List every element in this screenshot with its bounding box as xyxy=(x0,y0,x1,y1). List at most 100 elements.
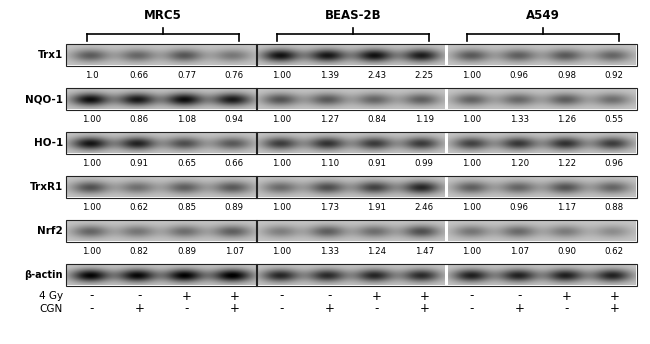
Bar xyxy=(256,132,637,154)
Text: 4 Gy: 4 Gy xyxy=(39,291,63,301)
Text: 1.00: 1.00 xyxy=(462,159,481,168)
Text: +: + xyxy=(324,302,334,315)
Text: 1.00: 1.00 xyxy=(462,115,481,123)
Text: 0.82: 0.82 xyxy=(130,247,149,256)
Text: CGN: CGN xyxy=(40,304,63,314)
Text: 1.08: 1.08 xyxy=(177,115,196,123)
Text: 0.77: 0.77 xyxy=(177,71,196,79)
Text: 2.46: 2.46 xyxy=(415,203,434,212)
Text: 1.00: 1.00 xyxy=(272,115,291,123)
Text: 0.85: 0.85 xyxy=(177,203,196,212)
Bar xyxy=(256,176,637,198)
Text: 1.00: 1.00 xyxy=(272,71,291,79)
Text: +: + xyxy=(135,302,144,315)
Text: 1.0: 1.0 xyxy=(85,71,99,79)
Text: 1.00: 1.00 xyxy=(462,247,481,256)
Text: 0.86: 0.86 xyxy=(130,115,149,123)
Text: NQO-1: NQO-1 xyxy=(25,94,63,104)
Text: 0.55: 0.55 xyxy=(604,115,624,123)
Text: -: - xyxy=(137,290,142,302)
Bar xyxy=(256,220,637,242)
Text: 1.07: 1.07 xyxy=(225,247,244,256)
Text: 1.22: 1.22 xyxy=(557,159,577,168)
Text: 1.10: 1.10 xyxy=(320,159,339,168)
Bar xyxy=(256,44,637,66)
Text: -: - xyxy=(469,302,474,315)
Text: 0.90: 0.90 xyxy=(557,247,577,256)
Text: -: - xyxy=(374,302,379,315)
Text: 2.43: 2.43 xyxy=(367,71,386,79)
Text: +: + xyxy=(372,290,382,302)
Text: 0.76: 0.76 xyxy=(225,71,244,79)
Text: 1.00: 1.00 xyxy=(82,159,101,168)
Text: BEAS-2B: BEAS-2B xyxy=(325,9,382,22)
Text: 1.73: 1.73 xyxy=(320,203,339,212)
Text: -: - xyxy=(90,302,94,315)
Text: 1.00: 1.00 xyxy=(272,203,291,212)
Text: MRC5: MRC5 xyxy=(144,9,182,22)
Bar xyxy=(256,88,637,110)
Text: Nrf2: Nrf2 xyxy=(37,226,63,236)
Text: +: + xyxy=(609,290,619,302)
Text: 0.62: 0.62 xyxy=(130,203,149,212)
Text: 0.91: 0.91 xyxy=(130,159,149,168)
Text: 0.84: 0.84 xyxy=(367,115,386,123)
Text: 1.20: 1.20 xyxy=(510,159,529,168)
Text: Trx1: Trx1 xyxy=(38,50,63,60)
Text: -: - xyxy=(327,290,332,302)
Text: β-actin: β-actin xyxy=(25,270,63,280)
Text: 1.00: 1.00 xyxy=(462,71,481,79)
Bar xyxy=(66,220,257,242)
Text: 1.00: 1.00 xyxy=(82,247,101,256)
Text: 1.47: 1.47 xyxy=(415,247,434,256)
Bar xyxy=(256,264,637,286)
Text: 0.66: 0.66 xyxy=(130,71,149,79)
Text: 0.96: 0.96 xyxy=(510,203,528,212)
Text: -: - xyxy=(565,302,569,315)
Text: 1.00: 1.00 xyxy=(272,159,291,168)
Bar xyxy=(66,264,257,286)
Text: 0.65: 0.65 xyxy=(177,159,196,168)
Text: 1.17: 1.17 xyxy=(557,203,577,212)
Text: TrxR1: TrxR1 xyxy=(30,182,63,192)
Text: +: + xyxy=(609,302,619,315)
Bar xyxy=(66,176,257,198)
Text: 1.07: 1.07 xyxy=(510,247,529,256)
Text: -: - xyxy=(469,290,474,302)
Bar xyxy=(66,88,257,110)
Text: 1.33: 1.33 xyxy=(510,115,529,123)
Text: 0.98: 0.98 xyxy=(557,71,577,79)
Text: 1.91: 1.91 xyxy=(367,203,386,212)
Text: -: - xyxy=(280,290,284,302)
Text: 0.99: 0.99 xyxy=(415,159,434,168)
Text: -: - xyxy=(90,290,94,302)
Text: 0.62: 0.62 xyxy=(604,247,624,256)
Text: 1.00: 1.00 xyxy=(462,203,481,212)
Text: 0.92: 0.92 xyxy=(604,71,624,79)
Text: 0.89: 0.89 xyxy=(225,203,244,212)
Text: -: - xyxy=(517,290,521,302)
Text: -: - xyxy=(185,302,189,315)
Text: 1.00: 1.00 xyxy=(82,115,101,123)
Bar xyxy=(66,132,257,154)
Text: 0.66: 0.66 xyxy=(225,159,244,168)
Text: 2.25: 2.25 xyxy=(415,71,434,79)
Text: +: + xyxy=(182,290,192,302)
Text: 0.89: 0.89 xyxy=(177,247,196,256)
Text: 1.19: 1.19 xyxy=(415,115,434,123)
Text: +: + xyxy=(229,290,239,302)
Text: 0.96: 0.96 xyxy=(510,71,528,79)
Text: 1.00: 1.00 xyxy=(272,247,291,256)
Text: +: + xyxy=(229,302,239,315)
Text: A549: A549 xyxy=(526,9,560,22)
Text: 0.94: 0.94 xyxy=(225,115,244,123)
Text: 1.24: 1.24 xyxy=(367,247,386,256)
Text: +: + xyxy=(419,290,429,302)
Text: 0.91: 0.91 xyxy=(367,159,386,168)
Text: 1.00: 1.00 xyxy=(82,203,101,212)
Text: 0.96: 0.96 xyxy=(604,159,624,168)
Text: -: - xyxy=(280,302,284,315)
Bar xyxy=(66,44,257,66)
Text: 1.26: 1.26 xyxy=(557,115,577,123)
Text: 1.33: 1.33 xyxy=(320,247,339,256)
